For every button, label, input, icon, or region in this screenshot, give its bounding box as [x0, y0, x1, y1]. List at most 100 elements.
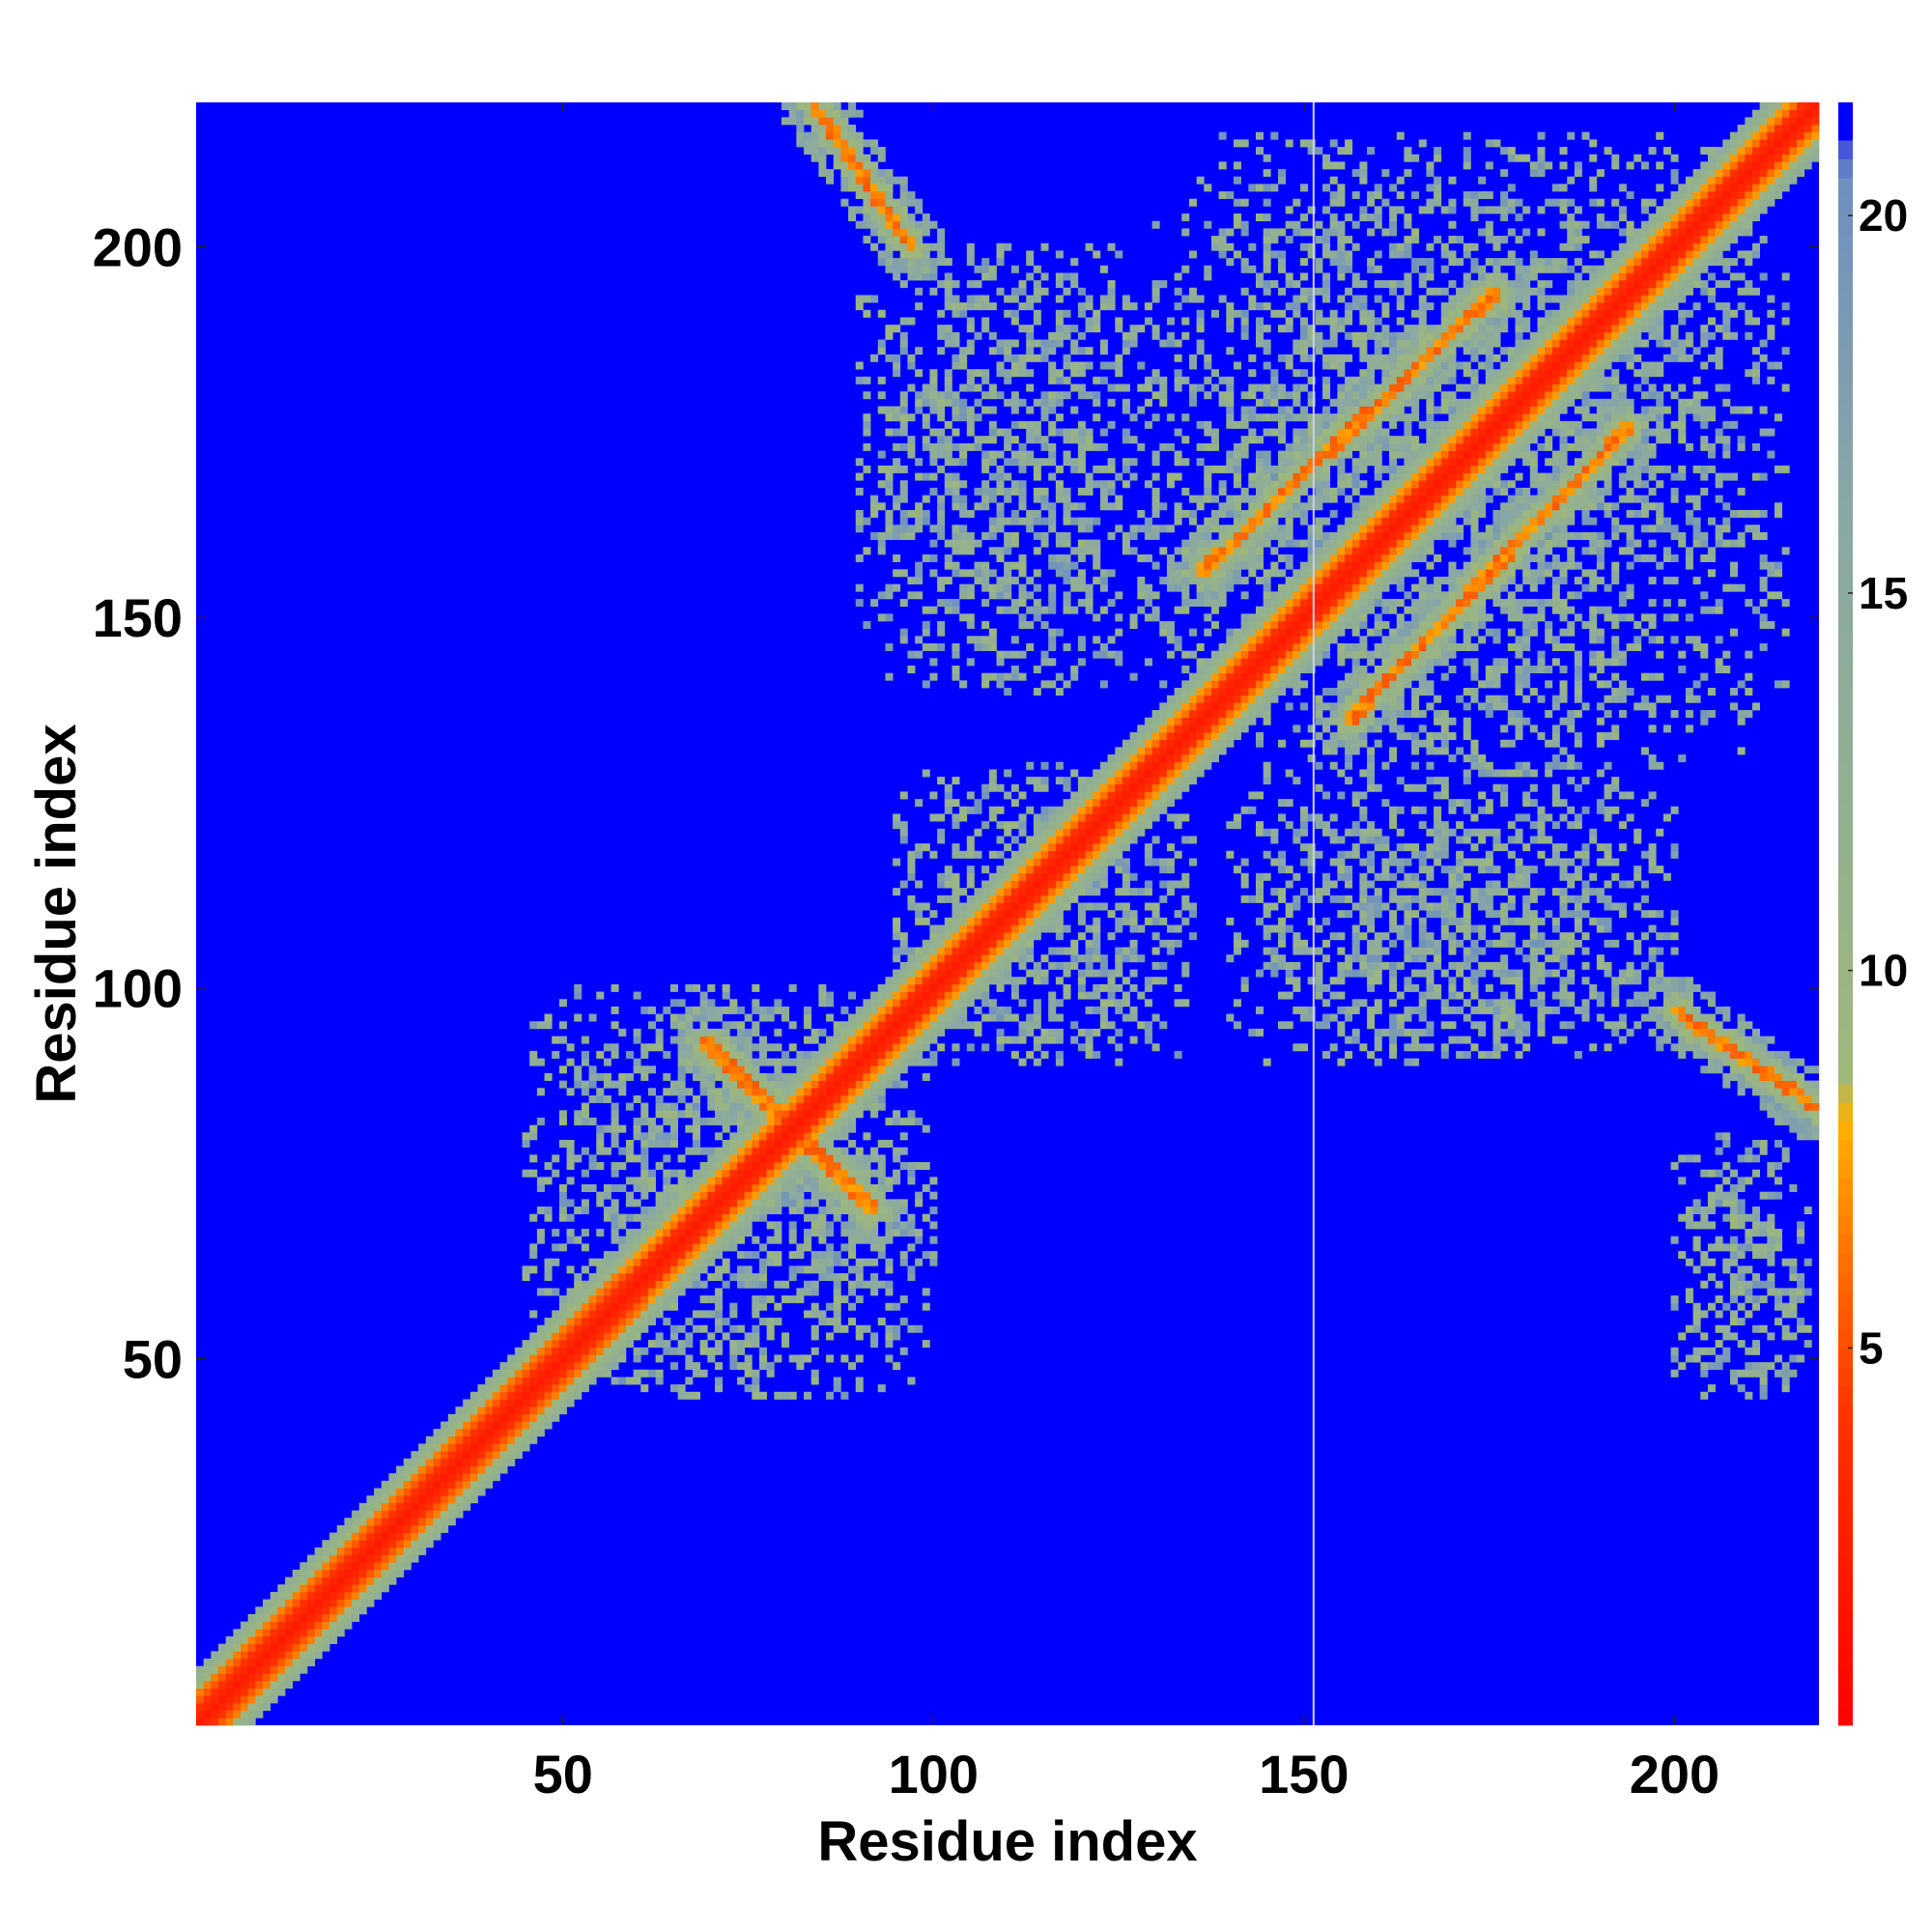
heatmap-cell	[647, 1132, 656, 1141]
heatmap-cell	[766, 1094, 775, 1103]
heatmap-cell	[766, 1236, 775, 1244]
heatmap-cell	[255, 1613, 264, 1622]
heatmap-cell	[692, 1169, 700, 1178]
heatmap-cell	[1226, 531, 1235, 540]
heatmap-cell	[922, 961, 930, 970]
heatmap-cell	[937, 947, 946, 955]
heatmap-cell	[1218, 554, 1227, 562]
heatmap-cell	[544, 1265, 553, 1274]
heatmap-cell	[1196, 502, 1205, 511]
heatmap-cell	[329, 1532, 338, 1541]
heatmap-cell	[744, 1147, 753, 1155]
heatmap-cell	[655, 1369, 664, 1378]
heatmap-cell	[1144, 717, 1152, 725]
heatmap-cell	[833, 1251, 841, 1260]
heatmap-cell	[1196, 724, 1205, 733]
heatmap-cell	[952, 924, 960, 933]
heatmap-cell	[915, 1191, 923, 1200]
heatmap-cell	[1226, 917, 1235, 925]
heatmap-cell	[1070, 672, 1079, 681]
heatmap-cell	[929, 220, 938, 229]
heatmap-cell	[1115, 947, 1123, 955]
heatmap-cell	[329, 1621, 338, 1630]
heatmap-cell	[1210, 236, 1219, 244]
heatmap-cell	[893, 1324, 901, 1333]
heatmap-cell	[966, 947, 975, 955]
heatmap-cell	[618, 1243, 627, 1252]
heatmap-cell	[1204, 695, 1212, 703]
heatmap-cell	[1026, 910, 1035, 919]
heatmap-cell	[996, 1028, 1005, 1037]
heatmap-cell	[1077, 866, 1086, 874]
heatmap-cell	[929, 813, 938, 822]
heatmap-cell	[1174, 376, 1182, 384]
heatmap-cell	[1233, 710, 1241, 719]
heatmap-cell	[759, 1102, 768, 1111]
heatmap-cell	[870, 198, 879, 207]
heatmap-cell	[1137, 799, 1146, 808]
heatmap-cell	[388, 1562, 397, 1571]
heatmap-cell	[1166, 761, 1175, 770]
heatmap-cell	[1151, 732, 1160, 741]
heatmap-cell	[707, 1295, 716, 1304]
heatmap-cell	[981, 583, 990, 592]
heatmap-cell	[581, 1117, 589, 1125]
heatmap-cell	[848, 1236, 857, 1244]
heatmap-cell	[1077, 436, 1086, 444]
heatmap-cell	[1129, 924, 1138, 933]
heatmap-cell	[352, 1524, 360, 1533]
heatmap-cell	[1004, 369, 1012, 378]
heatmap-cell	[1129, 806, 1138, 814]
heatmap-cell	[1107, 791, 1116, 800]
heatmap-cell	[944, 806, 952, 814]
heatmap-cell	[877, 1169, 886, 1178]
heatmap-cell	[1226, 547, 1235, 555]
heatmap-cell	[329, 1547, 338, 1555]
heatmap-cell	[1255, 666, 1264, 674]
heatmap-cell	[1233, 517, 1241, 526]
heatmap-cell	[966, 442, 975, 451]
heatmap-cell	[1040, 821, 1049, 830]
heatmap-cell	[988, 487, 997, 496]
heatmap-cell	[1144, 591, 1152, 600]
heatmap-cell	[1226, 242, 1235, 251]
heatmap-cell	[855, 1028, 864, 1037]
heatmap-cell	[611, 1043, 619, 1052]
heatmap-cell	[833, 1384, 841, 1393]
heatmap-cell	[1026, 302, 1035, 311]
heatmap-cell	[447, 1518, 456, 1526]
heatmap-cell	[944, 576, 952, 584]
heatmap-cell	[818, 1050, 827, 1059]
heatmap-cell	[766, 1184, 775, 1193]
heatmap-cell	[1055, 428, 1064, 437]
heatmap-cell	[826, 1065, 835, 1074]
heatmap-cell	[625, 1199, 634, 1208]
heatmap-cell	[810, 1310, 819, 1319]
heatmap-cell	[1093, 806, 1101, 814]
heatmap-cell	[870, 509, 879, 518]
heatmap-cell	[1010, 369, 1019, 378]
heatmap-cell	[336, 1569, 345, 1577]
heatmap-cell	[566, 1147, 575, 1155]
heatmap-cell	[959, 947, 968, 955]
heatmap-cell	[1218, 598, 1227, 607]
heatmap-cell	[1018, 1021, 1027, 1030]
heatmap-cell	[618, 1377, 627, 1385]
heatmap-cell	[536, 1288, 545, 1296]
heatmap-cell	[396, 1562, 405, 1571]
heatmap-cell	[1055, 317, 1064, 326]
heatmap-cell	[707, 1221, 716, 1230]
heatmap-cell	[810, 1213, 819, 1222]
heatmap-cell	[893, 361, 901, 370]
heatmap-cell	[1115, 1006, 1123, 1014]
heatmap-cell	[1055, 843, 1064, 852]
heatmap-cell	[692, 1147, 700, 1155]
heatmap-cell	[463, 1451, 471, 1460]
heatmap-cell	[899, 339, 908, 348]
heatmap-cell	[893, 442, 901, 451]
heatmap-cell	[633, 1213, 641, 1222]
heatmap-cell	[403, 1547, 412, 1555]
heatmap-cell	[203, 1680, 212, 1689]
heatmap-cell	[810, 1088, 819, 1096]
heatmap-cell	[1226, 450, 1235, 459]
